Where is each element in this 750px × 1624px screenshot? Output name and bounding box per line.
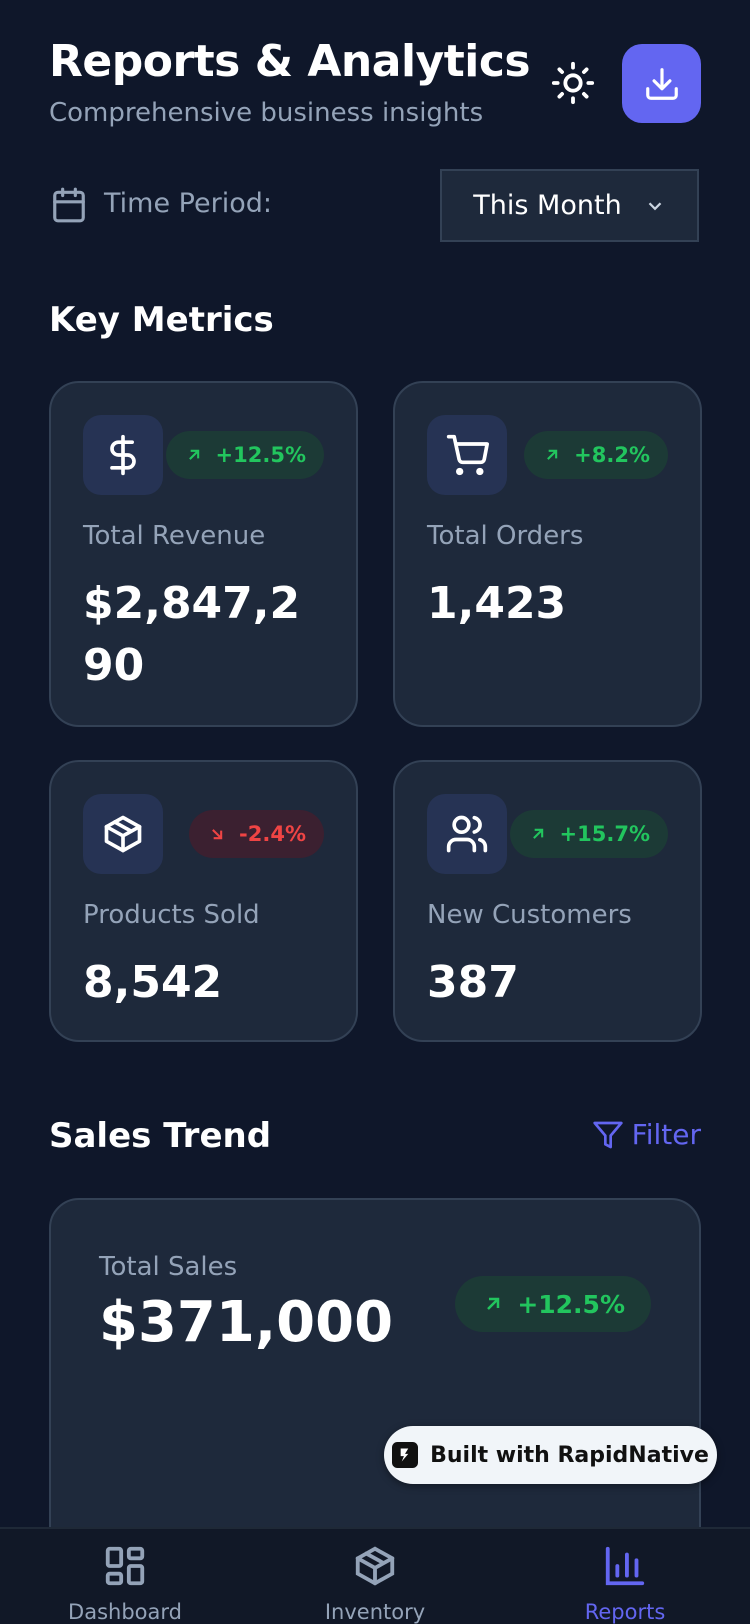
metric-value: 1,423 <box>427 578 567 629</box>
total-sales-label: Total Sales <box>99 1252 238 1282</box>
nav-label: Dashboard <box>68 1600 182 1624</box>
calendar-icon <box>53 187 85 223</box>
dropdown-value: This Month <box>473 190 622 221</box>
metric-card: -2.4% Products Sold 8,542 <box>49 760 358 1042</box>
change-text: +15.7% <box>559 822 650 846</box>
change-pill: +8.2% <box>524 431 668 479</box>
nav-item[interactable]: Inventory <box>275 1543 475 1624</box>
change-text: -2.4% <box>239 822 306 846</box>
time-period-label: Time Period: <box>104 188 272 219</box>
total-sales-value: $371,000 <box>99 1290 394 1355</box>
bottom-nav: Dashboard Inventory Reports <box>0 1527 750 1624</box>
metric-value: 8,542 <box>83 957 223 1008</box>
change-pill: +12.5% <box>165 431 324 479</box>
metric-value: $2,847,290 <box>83 578 301 691</box>
change-pill: +15.7% <box>509 810 668 858</box>
built-with-badge[interactable]: Built with RapidNative <box>384 1426 717 1484</box>
metric-card: +12.5% Total Revenue $2,847,290 <box>49 381 358 727</box>
metric-value: 387 <box>427 957 519 1008</box>
metric-icon <box>83 415 163 495</box>
metric-label: New Customers <box>427 900 632 930</box>
metric-icon <box>427 415 507 495</box>
page-subtitle: Comprehensive business insights <box>49 98 484 128</box>
time-period-dropdown[interactable]: This Month <box>440 169 699 242</box>
change-text: +8.2% <box>574 443 650 467</box>
metric-card: +8.2% Total Orders 1,423 <box>393 381 702 727</box>
metric-icon <box>83 794 163 874</box>
section-title: Sales Trend <box>49 1116 272 1156</box>
metric-label: Products Sold <box>83 900 260 930</box>
filter-button[interactable]: Filter <box>592 1118 701 1151</box>
metric-card: +15.7% New Customers 387 <box>393 760 702 1042</box>
section-title: Key Metrics <box>49 300 274 340</box>
metric-label: Total Orders <box>427 521 584 551</box>
change-pill: -2.4% <box>189 810 324 858</box>
badge-text: Built with RapidNative <box>430 1442 709 1468</box>
nav-item[interactable]: Dashboard <box>25 1543 225 1624</box>
metric-icon <box>427 794 507 874</box>
nav-label: Reports <box>584 1600 666 1624</box>
change-pill: +12.5% <box>455 1276 651 1332</box>
change-text: +12.5% <box>215 443 306 467</box>
filter-label: Filter <box>631 1118 701 1151</box>
nav-item[interactable]: Reports <box>525 1543 725 1624</box>
page-title: Reports & Analytics <box>49 36 531 87</box>
nav-label: Inventory <box>324 1600 426 1624</box>
change-text: +12.5% <box>517 1289 625 1319</box>
metric-label: Total Revenue <box>83 521 266 551</box>
theme-toggle[interactable] <box>550 60 596 106</box>
download-button[interactable] <box>622 44 701 123</box>
